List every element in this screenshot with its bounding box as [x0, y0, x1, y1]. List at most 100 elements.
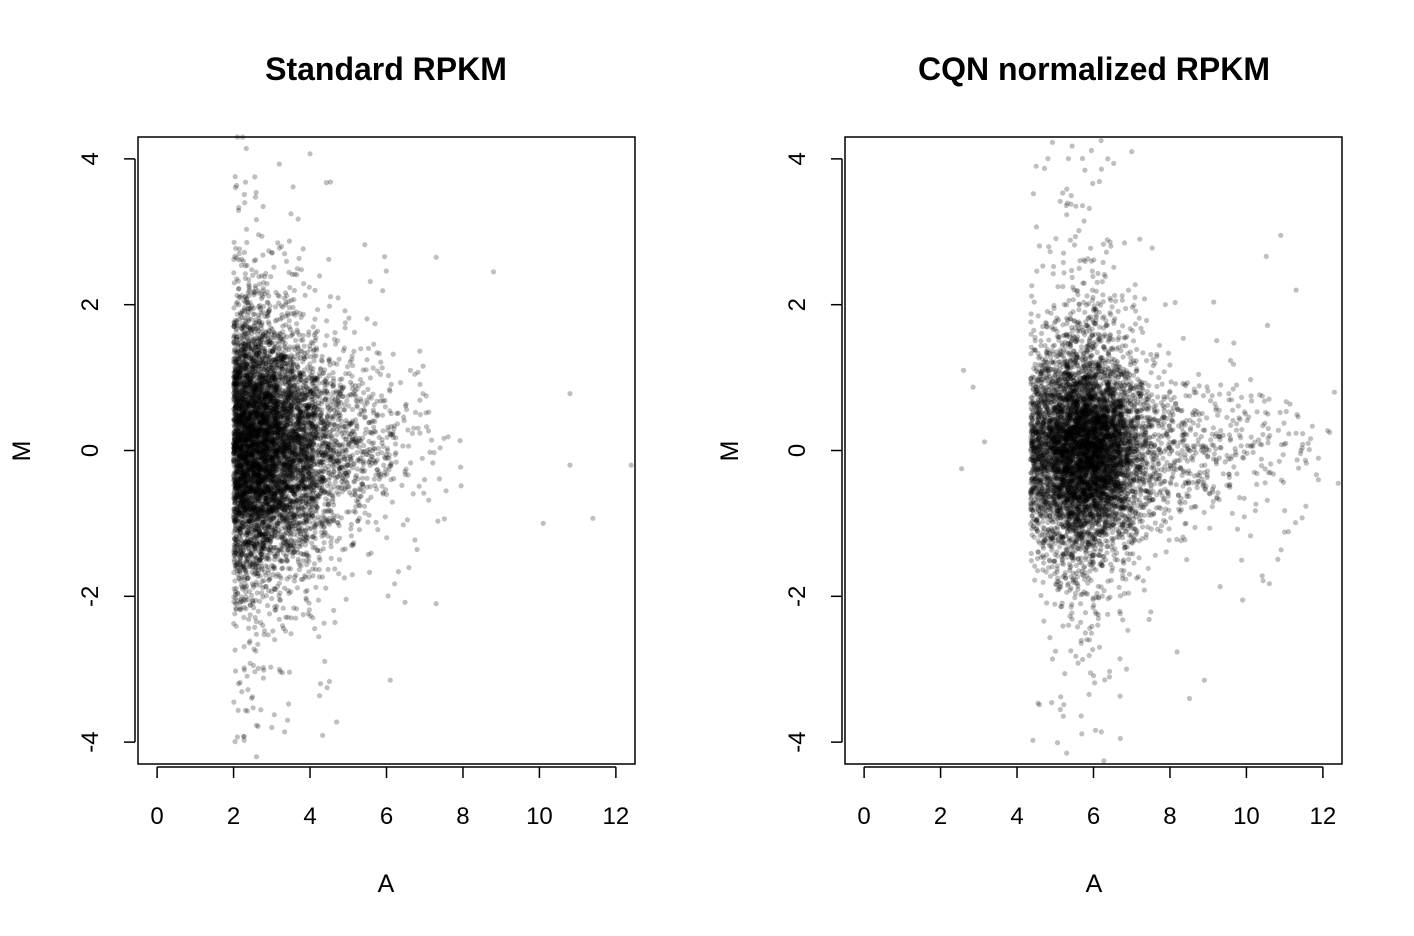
data-point [403, 466, 409, 472]
data-point [334, 489, 340, 495]
data-point [337, 377, 343, 383]
data-point [234, 517, 241, 524]
data-point [347, 392, 353, 398]
data-point [356, 456, 362, 462]
data-point [312, 508, 318, 514]
data-point [279, 462, 285, 468]
data-point [287, 420, 293, 427]
data-point [255, 516, 261, 522]
data-point [272, 340, 278, 347]
data-point [269, 476, 275, 482]
data-point [283, 512, 289, 518]
data-point [250, 426, 256, 433]
data-point [317, 412, 324, 418]
data-point [308, 501, 314, 508]
data-point [426, 409, 432, 415]
data-point [302, 355, 308, 361]
data-point [268, 519, 274, 525]
data-point [373, 519, 379, 525]
data-point [252, 489, 258, 495]
data-point [260, 533, 266, 539]
data-point [296, 543, 303, 550]
data-point [336, 571, 342, 577]
data-point [295, 417, 301, 423]
data-point [303, 408, 309, 414]
data-point [273, 379, 279, 385]
data-point [253, 722, 259, 728]
data-point [261, 436, 267, 443]
data-point [267, 409, 273, 415]
data-point [247, 602, 253, 608]
data-point [326, 357, 332, 363]
data-point [234, 371, 240, 377]
data-point [280, 481, 286, 487]
data-point [294, 375, 300, 381]
data-point [267, 378, 273, 384]
data-point [308, 437, 315, 443]
data-point [273, 399, 279, 405]
data-point [235, 707, 241, 713]
data-point [245, 529, 251, 535]
data-point [317, 413, 323, 419]
data-point [245, 437, 251, 443]
data-point [347, 454, 353, 460]
data-point [273, 388, 279, 394]
data-point [266, 471, 272, 477]
data-point [237, 367, 243, 374]
data-point [426, 497, 432, 503]
data-point [312, 316, 318, 322]
data-point [298, 415, 304, 421]
data-point [327, 456, 334, 462]
data-point [244, 390, 250, 396]
data-point [262, 467, 268, 473]
data-point [325, 397, 331, 403]
data-point [302, 421, 308, 427]
data-point [314, 470, 320, 477]
data-point [371, 402, 377, 408]
data-point [231, 396, 237, 402]
data-point [263, 489, 269, 495]
data-point [345, 364, 351, 370]
data-point [234, 510, 240, 516]
data-point [319, 407, 325, 413]
data-point [250, 454, 256, 460]
data-point [402, 471, 408, 478]
data-point [334, 719, 340, 725]
data-point [232, 668, 239, 674]
data-point [299, 465, 305, 471]
data-point [244, 673, 250, 679]
data-point [334, 520, 341, 526]
data-point [288, 529, 294, 535]
data-point [400, 522, 406, 528]
data-point [271, 712, 277, 718]
data-point [365, 519, 371, 525]
data-point [271, 412, 277, 418]
data-point [268, 492, 274, 498]
data-point [299, 452, 305, 458]
data-point [237, 507, 243, 513]
x-axis-label: A [378, 870, 395, 898]
data-point [260, 345, 266, 351]
data-point [376, 350, 382, 357]
data-point [240, 341, 246, 347]
data-point [249, 694, 256, 700]
data-point [254, 392, 260, 398]
data-point [276, 437, 282, 443]
data-point [259, 477, 265, 483]
data-point [232, 476, 238, 483]
data-point [246, 324, 252, 330]
data-point [325, 405, 331, 411]
data-point [253, 359, 259, 365]
data-point [250, 441, 256, 447]
data-point [388, 460, 394, 466]
data-point [270, 394, 276, 400]
data-point [234, 318, 240, 324]
data-point [282, 426, 288, 432]
data-point [326, 470, 332, 476]
data-point [241, 584, 247, 590]
data-point [333, 388, 340, 394]
data-point [252, 480, 259, 486]
data-point [415, 369, 421, 375]
data-point [243, 440, 249, 446]
data-point [249, 369, 255, 375]
